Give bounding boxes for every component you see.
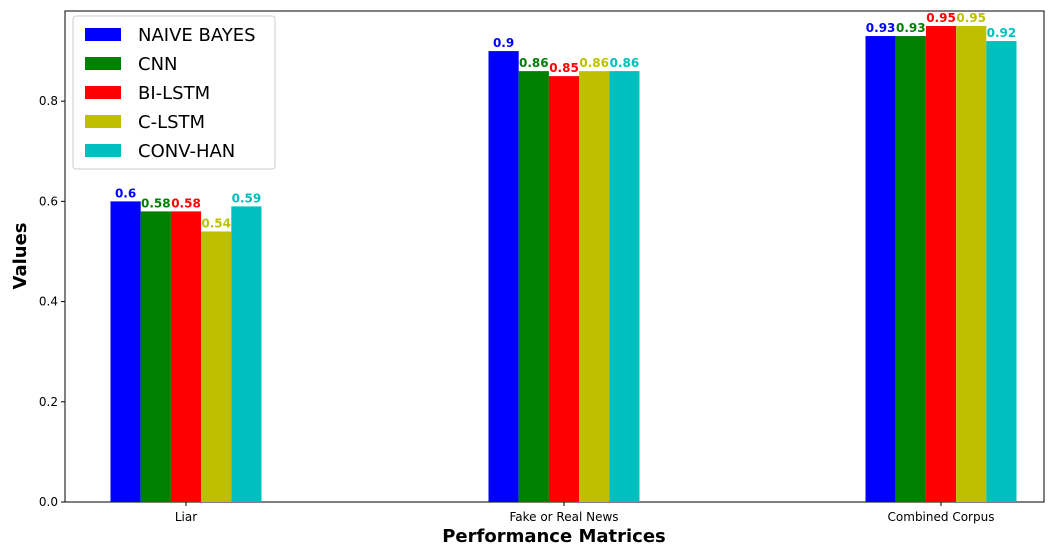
y-tick-label: 0.0 bbox=[39, 495, 58, 509]
bar bbox=[548, 76, 580, 502]
legend-swatch bbox=[85, 28, 121, 41]
legend-swatch bbox=[85, 115, 121, 128]
data-label: 0.95 bbox=[926, 11, 956, 25]
bar bbox=[170, 211, 202, 503]
legend-swatch bbox=[85, 144, 121, 157]
data-label: 0.6 bbox=[115, 186, 136, 200]
data-labels: 0.60.58 0.580.540.590.90.86 0.85 0.86 0.860.… bbox=[115, 11, 1016, 230]
data-label: 0.95 bbox=[956, 11, 986, 25]
data-label: 0.58 bbox=[171, 196, 201, 210]
data-label: 0.54 bbox=[201, 216, 231, 230]
legend-swatch bbox=[85, 86, 121, 99]
legend-box bbox=[72, 15, 276, 170]
legend-swatch bbox=[85, 57, 121, 70]
y-tick-label: 0.4 bbox=[39, 295, 58, 309]
x-tick-label: Liar bbox=[175, 510, 197, 524]
legend-label: C-LSTM bbox=[138, 112, 205, 133]
bar bbox=[956, 26, 987, 503]
data-label: 0.86 bbox=[610, 56, 640, 70]
bar bbox=[488, 51, 519, 502]
bar bbox=[518, 71, 549, 503]
data-label: 0.92 bbox=[987, 26, 1017, 40]
legend-label: CNN bbox=[138, 54, 178, 75]
bar bbox=[110, 201, 141, 502]
legend: NAIVE BAYES CNN BI-LSTM C-LSTM CONV-HAN bbox=[72, 15, 276, 170]
legend-label: BI-LSTM bbox=[138, 83, 210, 104]
bar bbox=[895, 36, 926, 502]
data-label: 0.93 bbox=[866, 21, 896, 35]
legend-label: CONV-HAN bbox=[138, 141, 235, 162]
y-axis: 0.0 0.2 0.4 0.6 0.8 bbox=[39, 94, 65, 509]
data-label: 0.86 bbox=[579, 56, 609, 70]
x-axis: Liar Fake or Real News Combined Corpus bbox=[175, 502, 995, 524]
y-tick-label: 0.6 bbox=[39, 194, 58, 208]
bar bbox=[201, 231, 232, 502]
y-axis-title: Values bbox=[10, 223, 31, 290]
y-tick-label: 0.2 bbox=[39, 395, 58, 409]
bars bbox=[110, 26, 1017, 503]
x-axis-title: Performance Matrices bbox=[442, 526, 666, 546]
bar bbox=[865, 36, 896, 502]
y-tick-label: 0.8 bbox=[39, 94, 58, 108]
data-label: 0.59 bbox=[232, 191, 262, 205]
legend-label: NAIVE BAYES bbox=[138, 25, 256, 46]
bar bbox=[925, 26, 957, 503]
bar bbox=[579, 71, 610, 503]
data-label: 0.58 bbox=[141, 196, 171, 210]
x-tick-label: Fake or Real News bbox=[509, 510, 618, 524]
data-label: 0.86 bbox=[519, 56, 549, 70]
data-label: 0.85 bbox=[549, 61, 579, 75]
data-label: 0.9 bbox=[493, 36, 514, 50]
bar bbox=[609, 71, 640, 503]
x-tick-label: Combined Corpus bbox=[888, 510, 995, 524]
bar bbox=[986, 41, 1017, 503]
data-label: 0.93 bbox=[896, 21, 926, 35]
bar bbox=[140, 211, 171, 503]
bar bbox=[231, 206, 262, 503]
